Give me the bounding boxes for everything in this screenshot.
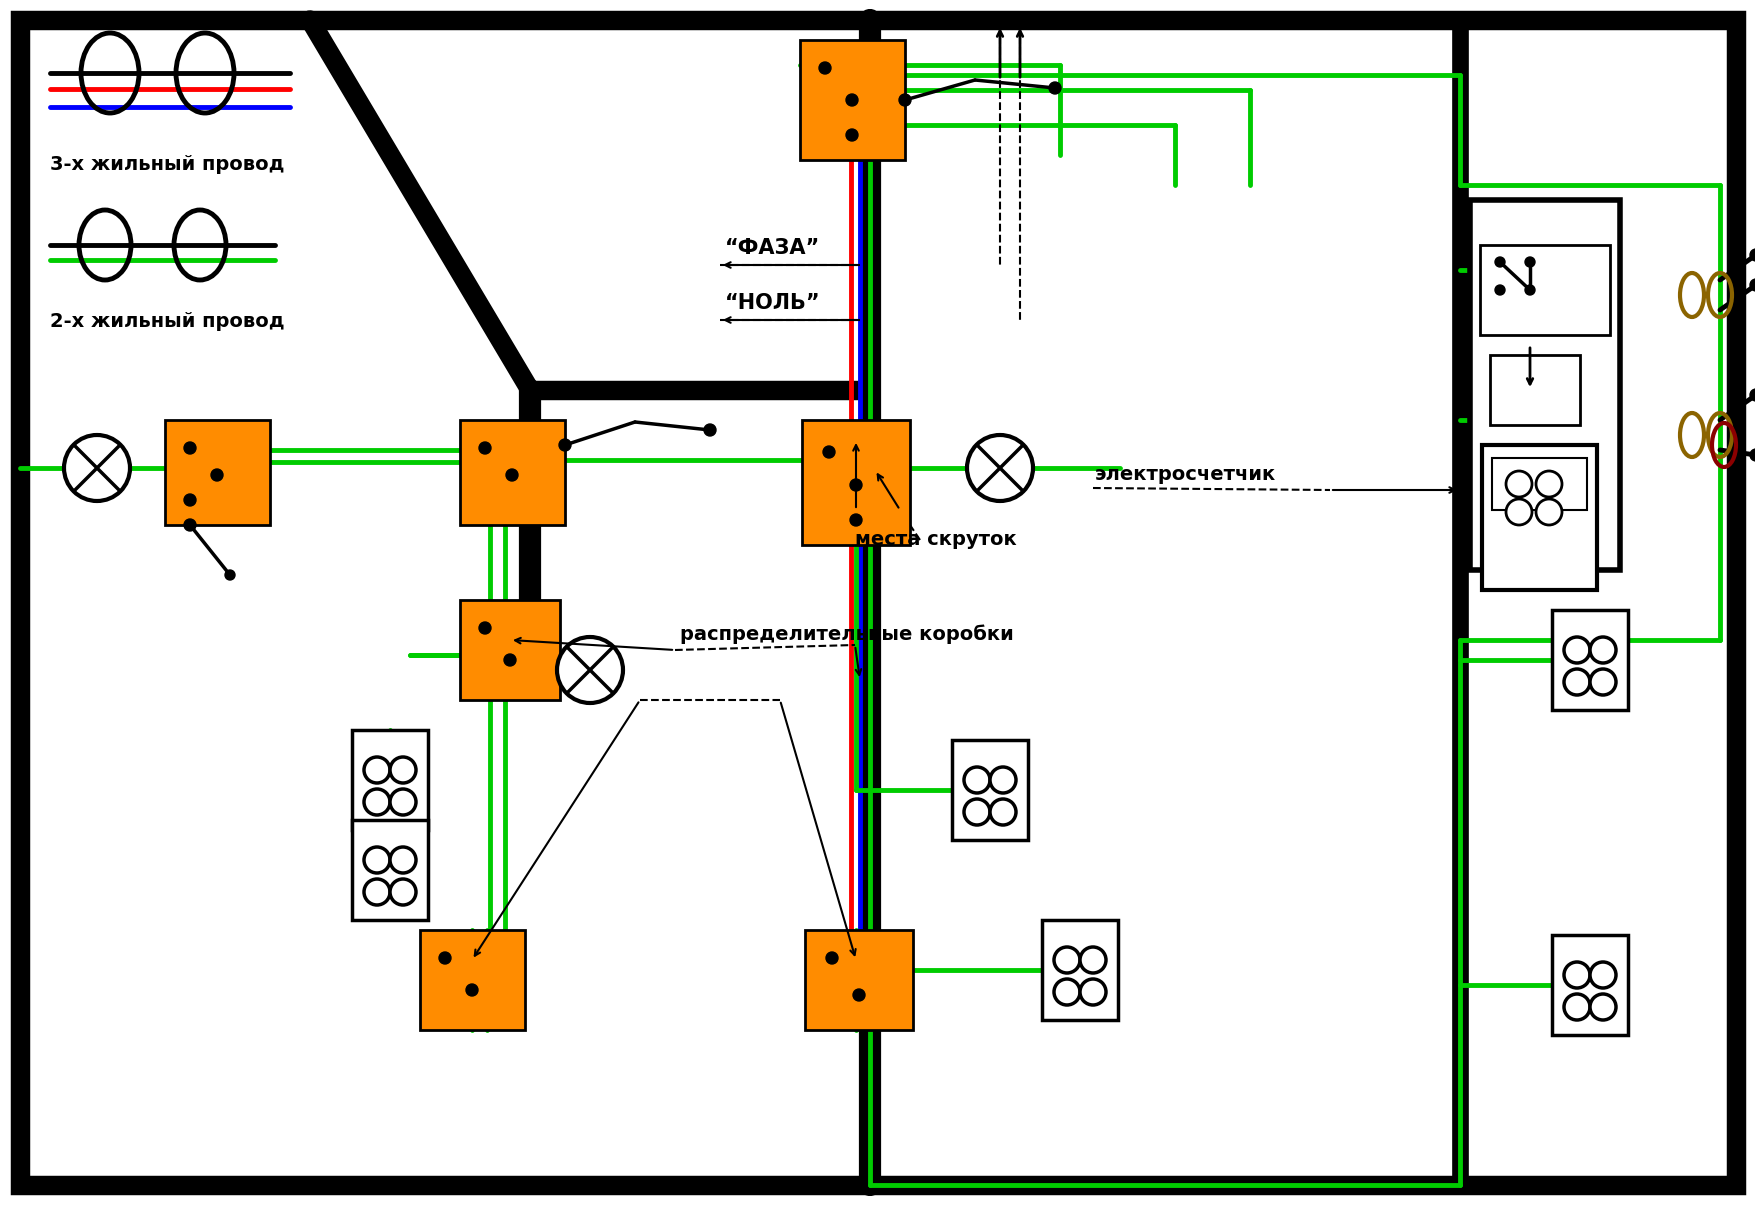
Circle shape [1079,978,1106,1005]
Circle shape [1523,286,1534,295]
Circle shape [390,847,416,872]
Bar [951,740,1027,840]
Circle shape [363,757,390,783]
Circle shape [963,768,990,793]
Circle shape [1750,389,1755,401]
Circle shape [556,637,623,703]
Circle shape [479,622,491,634]
Circle shape [823,446,835,458]
Bar [419,930,525,1030]
Circle shape [479,442,491,454]
Circle shape [1750,249,1755,261]
Circle shape [505,469,518,481]
Circle shape [853,989,865,1001]
Circle shape [1523,257,1534,268]
Circle shape [849,480,862,490]
Circle shape [363,789,390,815]
Text: распределительные коробки: распределительные коробки [679,624,1013,643]
Circle shape [1588,637,1615,663]
Circle shape [184,519,197,531]
Circle shape [1588,962,1615,988]
Text: места скруток: места скруток [855,530,1016,549]
Circle shape [849,515,862,527]
Text: “НОЛЬ”: “НОЛЬ” [725,293,820,313]
Bar [1469,200,1620,570]
Circle shape [1494,257,1504,268]
Circle shape [825,952,837,964]
Circle shape [1494,286,1504,295]
Circle shape [184,494,197,506]
Circle shape [558,439,570,451]
Circle shape [63,435,130,501]
Circle shape [1053,978,1079,1005]
Text: 3-х жильный провод: 3-х жильный провод [49,155,284,174]
Circle shape [1506,471,1530,496]
Circle shape [846,94,858,106]
Circle shape [184,442,197,454]
Bar [460,421,565,525]
Circle shape [439,952,451,964]
Circle shape [990,768,1016,793]
Circle shape [465,984,477,997]
Bar [1551,610,1627,710]
Bar [802,421,909,545]
Circle shape [1536,471,1562,496]
Circle shape [1750,280,1755,290]
Bar [351,819,428,919]
Bar [1551,935,1627,1035]
Circle shape [704,424,716,436]
Bar [1490,355,1580,425]
Bar [1492,458,1587,510]
Bar [1479,245,1609,335]
Text: “ФАЗА”: “ФАЗА” [725,239,820,258]
Text: электросчетчик: электросчетчик [1095,465,1276,484]
Circle shape [1588,994,1615,1019]
Bar [165,421,270,525]
Circle shape [1588,669,1615,695]
Bar [351,730,428,830]
Circle shape [390,757,416,783]
Circle shape [1564,962,1588,988]
Circle shape [504,654,516,666]
Circle shape [211,469,223,481]
Bar [800,40,904,160]
Circle shape [1564,669,1588,695]
Bar [1481,445,1595,590]
Circle shape [363,878,390,905]
Bar [460,600,560,700]
Circle shape [1564,637,1588,663]
Circle shape [818,61,830,74]
Circle shape [1053,947,1079,972]
Circle shape [363,847,390,872]
Circle shape [846,129,858,141]
Circle shape [1564,994,1588,1019]
Circle shape [967,435,1032,501]
Circle shape [1750,449,1755,462]
Circle shape [1536,499,1562,525]
Circle shape [1048,82,1060,94]
Circle shape [1506,499,1530,525]
Text: 2-х жильный провод: 2-х жильный провод [49,312,284,331]
Circle shape [963,799,990,825]
Circle shape [225,570,235,580]
Circle shape [899,94,911,106]
Bar [1041,919,1118,1019]
Circle shape [390,878,416,905]
Circle shape [990,799,1016,825]
Circle shape [1079,947,1106,972]
Circle shape [390,789,416,815]
Bar [804,930,913,1030]
